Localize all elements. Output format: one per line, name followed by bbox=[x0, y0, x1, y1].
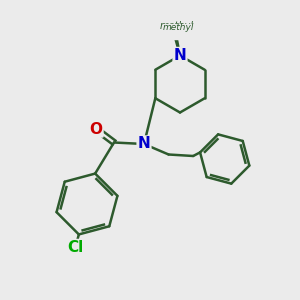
Text: Cl: Cl bbox=[67, 240, 83, 255]
Text: N: N bbox=[174, 48, 186, 63]
Text: O: O bbox=[89, 122, 103, 136]
Text: methyl: methyl bbox=[162, 23, 194, 32]
Text: methyl: methyl bbox=[160, 22, 194, 32]
Text: N: N bbox=[138, 136, 150, 152]
